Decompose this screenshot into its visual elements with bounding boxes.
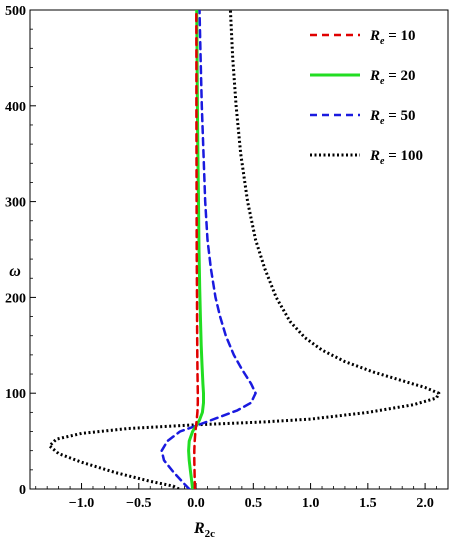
legend-label: Re = 50	[369, 108, 416, 127]
x-axis: −1.0 −0.5 0.0 0.5 1.0 1.5 2.0	[35, 483, 437, 511]
x-tick-label: 2.0	[416, 496, 434, 511]
legend-label: Re = 100	[369, 148, 423, 167]
x-tick-label: 1.5	[359, 496, 377, 511]
x-tick-label: 0.0	[187, 496, 205, 511]
x-axis-title: R2c	[193, 520, 215, 540]
y-axis-title: ω	[9, 263, 21, 280]
legend: Re = 10 Re = 20 Re = 50 Re = 100	[310, 28, 423, 167]
series-line	[48, 10, 441, 489]
legend-label: Re = 20	[369, 68, 416, 87]
x-tick-label: 1.0	[302, 496, 320, 511]
legend-label: Re = 10	[369, 28, 416, 47]
y-tick-label: 0	[19, 483, 26, 498]
series-line	[193, 10, 200, 489]
series-line	[187, 10, 205, 489]
series-line	[160, 10, 257, 489]
x-tick-label: −1.0	[69, 496, 94, 511]
series-layer	[48, 10, 441, 489]
y-tick-label: 100	[5, 387, 26, 402]
plot-frame	[29, 9, 449, 490]
y-tick-label: 500	[5, 4, 26, 19]
y-tick-label: 200	[5, 291, 26, 306]
y-tick-label: 400	[5, 100, 26, 115]
x-tick-label: −0.5	[126, 496, 151, 511]
y-tick-label: 300	[5, 196, 26, 211]
y-axis: 0 100 200 300 400 500	[5, 4, 36, 498]
x-tick-label: 0.5	[245, 496, 263, 511]
